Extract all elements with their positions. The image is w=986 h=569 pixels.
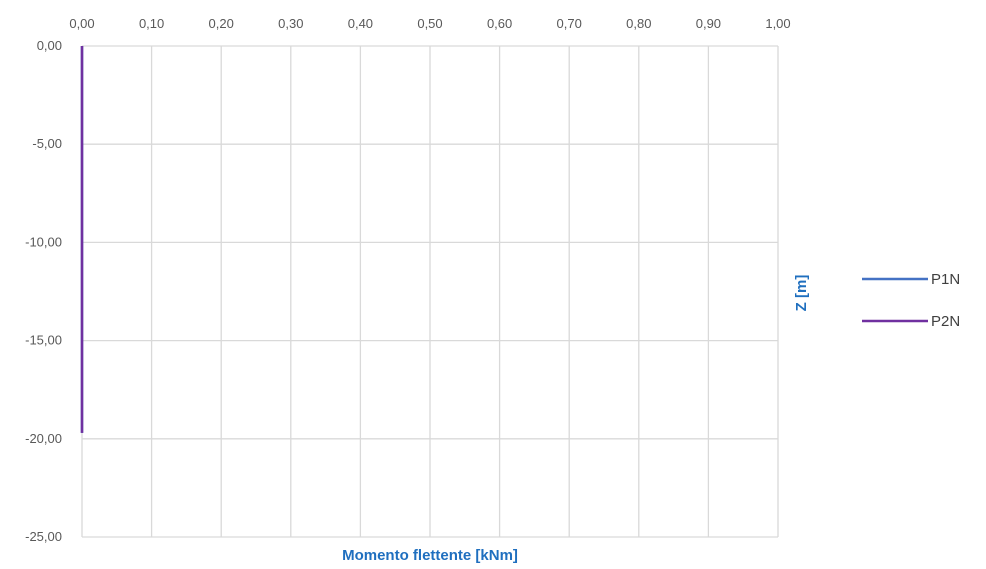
y-tick-label: -15,00: [25, 333, 62, 348]
x-tick-label: 0,40: [348, 16, 373, 31]
legend-label: P1N: [931, 271, 960, 288]
x-tick-label: 0,50: [417, 16, 442, 31]
x-tick-label: 0,70: [557, 16, 582, 31]
x-tick-label: 0,80: [626, 16, 651, 31]
y-tick-label: -20,00: [25, 431, 62, 446]
y-tick-label: -25,00: [25, 529, 62, 544]
x-axis-title: Momento flettente [kNm]: [342, 547, 518, 564]
tick-labels: 0,00 0,10 0,20 0,30 0,40 0,50 0,60 0,70 0,80 0,90…: [25, 16, 791, 544]
y-tick-label: 0,00: [37, 38, 62, 53]
x-tick-label: 0,00: [69, 16, 94, 31]
x-tick-label: 1,00: [765, 16, 790, 31]
y-tick-label: -5,00: [32, 136, 62, 151]
x-tick-label: 0,90: [696, 16, 721, 31]
x-tick-label: 0,30: [278, 16, 303, 31]
x-tick-label: 0,10: [139, 16, 164, 31]
y-axis-title: Z [m]: [793, 275, 810, 312]
legend: P1N P2N: [862, 271, 960, 330]
x-tick-label: 0,60: [487, 16, 512, 31]
gridlines: [81, 45, 779, 538]
y-tick-label: -10,00: [25, 234, 62, 249]
legend-label: P2N: [931, 313, 960, 330]
x-tick-label: 0,20: [209, 16, 234, 31]
